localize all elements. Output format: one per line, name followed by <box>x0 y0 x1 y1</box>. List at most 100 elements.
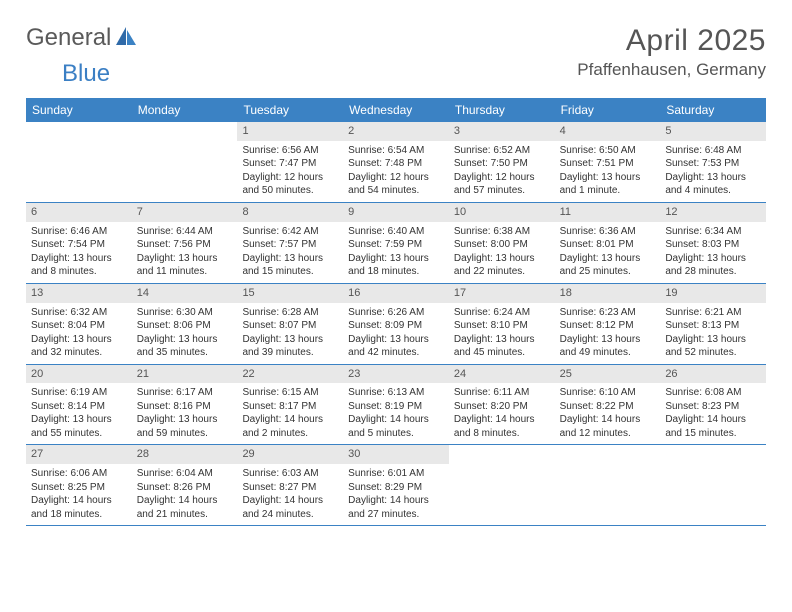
daylight-text: Daylight: 13 hours and 35 minutes. <box>137 333 233 360</box>
day-number: 2 <box>343 122 449 141</box>
day-number: 7 <box>132 203 238 222</box>
day-body: Sunrise: 6:36 AMSunset: 8:01 PMDaylight:… <box>555 222 661 283</box>
day-cell <box>449 445 555 525</box>
sunrise-text: Sunrise: 6:08 AM <box>665 386 761 400</box>
daylight-text: Daylight: 13 hours and 11 minutes. <box>137 252 233 279</box>
daylight-text: Daylight: 13 hours and 8 minutes. <box>31 252 127 279</box>
daylight-text: Daylight: 13 hours and 49 minutes. <box>560 333 656 360</box>
week-row: 13Sunrise: 6:32 AMSunset: 8:04 PMDayligh… <box>26 284 766 365</box>
sunset-text: Sunset: 8:29 PM <box>348 481 444 495</box>
logo-text-blue: Blue <box>62 60 110 88</box>
sunrise-text: Sunrise: 6:44 AM <box>137 225 233 239</box>
day-body: Sunrise: 6:23 AMSunset: 8:12 PMDaylight:… <box>555 303 661 364</box>
daylight-text: Daylight: 14 hours and 15 minutes. <box>665 413 761 440</box>
day-cell: 28Sunrise: 6:04 AMSunset: 8:26 PMDayligh… <box>132 445 238 525</box>
day-cell <box>555 445 661 525</box>
day-cell: 26Sunrise: 6:08 AMSunset: 8:23 PMDayligh… <box>660 365 766 445</box>
day-body: Sunrise: 6:52 AMSunset: 7:50 PMDaylight:… <box>449 141 555 202</box>
day-body: Sunrise: 6:56 AMSunset: 7:47 PMDaylight:… <box>237 141 343 202</box>
day-body: Sunrise: 6:42 AMSunset: 7:57 PMDaylight:… <box>237 222 343 283</box>
daylight-text: Daylight: 13 hours and 28 minutes. <box>665 252 761 279</box>
logo-sail-icon <box>115 26 137 51</box>
day-cell: 11Sunrise: 6:36 AMSunset: 8:01 PMDayligh… <box>555 203 661 283</box>
day-cell: 21Sunrise: 6:17 AMSunset: 8:16 PMDayligh… <box>132 365 238 445</box>
day-cell <box>26 122 132 202</box>
day-body: Sunrise: 6:01 AMSunset: 8:29 PMDaylight:… <box>343 464 449 525</box>
day-header-saturday: Saturday <box>660 98 766 122</box>
title-block: April 2025 Pfaffenhausen, Germany <box>577 24 766 80</box>
day-cell: 23Sunrise: 6:13 AMSunset: 8:19 PMDayligh… <box>343 365 449 445</box>
sunrise-text: Sunrise: 6:19 AM <box>31 386 127 400</box>
location-subtitle: Pfaffenhausen, Germany <box>577 60 766 80</box>
sunset-text: Sunset: 8:09 PM <box>348 319 444 333</box>
day-number: 1 <box>237 122 343 141</box>
day-number: 15 <box>237 284 343 303</box>
sunset-text: Sunset: 7:54 PM <box>31 238 127 252</box>
daylight-text: Daylight: 13 hours and 18 minutes. <box>348 252 444 279</box>
daylight-text: Daylight: 13 hours and 52 minutes. <box>665 333 761 360</box>
weeks-container: 1Sunrise: 6:56 AMSunset: 7:47 PMDaylight… <box>26 122 766 526</box>
daylight-text: Daylight: 13 hours and 25 minutes. <box>560 252 656 279</box>
sunrise-text: Sunrise: 6:26 AM <box>348 306 444 320</box>
sunrise-text: Sunrise: 6:36 AM <box>560 225 656 239</box>
day-header-wednesday: Wednesday <box>343 98 449 122</box>
day-cell: 25Sunrise: 6:10 AMSunset: 8:22 PMDayligh… <box>555 365 661 445</box>
week-row: 6Sunrise: 6:46 AMSunset: 7:54 PMDaylight… <box>26 203 766 284</box>
day-body: Sunrise: 6:38 AMSunset: 8:00 PMDaylight:… <box>449 222 555 283</box>
sunset-text: Sunset: 8:06 PM <box>137 319 233 333</box>
sunset-text: Sunset: 8:26 PM <box>137 481 233 495</box>
day-number: 29 <box>237 445 343 464</box>
day-header-sunday: Sunday <box>26 98 132 122</box>
day-cell: 14Sunrise: 6:30 AMSunset: 8:06 PMDayligh… <box>132 284 238 364</box>
day-cell: 20Sunrise: 6:19 AMSunset: 8:14 PMDayligh… <box>26 365 132 445</box>
sunrise-text: Sunrise: 6:17 AM <box>137 386 233 400</box>
day-cell: 15Sunrise: 6:28 AMSunset: 8:07 PMDayligh… <box>237 284 343 364</box>
day-number: 24 <box>449 365 555 384</box>
daylight-text: Daylight: 13 hours and 39 minutes. <box>242 333 338 360</box>
day-header-friday: Friday <box>555 98 661 122</box>
daylight-text: Daylight: 14 hours and 8 minutes. <box>454 413 550 440</box>
day-body: Sunrise: 6:06 AMSunset: 8:25 PMDaylight:… <box>26 464 132 525</box>
day-body: Sunrise: 6:17 AMSunset: 8:16 PMDaylight:… <box>132 383 238 444</box>
day-body: Sunrise: 6:32 AMSunset: 8:04 PMDaylight:… <box>26 303 132 364</box>
daylight-text: Daylight: 13 hours and 15 minutes. <box>242 252 338 279</box>
day-number: 8 <box>237 203 343 222</box>
daylight-text: Daylight: 13 hours and 1 minute. <box>560 171 656 198</box>
day-number: 19 <box>660 284 766 303</box>
day-number: 22 <box>237 365 343 384</box>
day-number: 25 <box>555 365 661 384</box>
day-body: Sunrise: 6:46 AMSunset: 7:54 PMDaylight:… <box>26 222 132 283</box>
daylight-text: Daylight: 14 hours and 12 minutes. <box>560 413 656 440</box>
daylight-text: Daylight: 14 hours and 18 minutes. <box>31 494 127 521</box>
daylight-text: Daylight: 14 hours and 27 minutes. <box>348 494 444 521</box>
sunset-text: Sunset: 7:57 PM <box>242 238 338 252</box>
page-title: April 2025 <box>577 24 766 58</box>
sunset-text: Sunset: 7:59 PM <box>348 238 444 252</box>
calendar-grid: Sunday Monday Tuesday Wednesday Thursday… <box>26 98 766 526</box>
sunrise-text: Sunrise: 6:32 AM <box>31 306 127 320</box>
day-body <box>555 464 661 471</box>
sunset-text: Sunset: 8:03 PM <box>665 238 761 252</box>
day-cell: 10Sunrise: 6:38 AMSunset: 8:00 PMDayligh… <box>449 203 555 283</box>
day-cell: 2Sunrise: 6:54 AMSunset: 7:48 PMDaylight… <box>343 122 449 202</box>
day-body: Sunrise: 6:19 AMSunset: 8:14 PMDaylight:… <box>26 383 132 444</box>
daylight-text: Daylight: 13 hours and 55 minutes. <box>31 413 127 440</box>
day-cell: 16Sunrise: 6:26 AMSunset: 8:09 PMDayligh… <box>343 284 449 364</box>
day-number: 5 <box>660 122 766 141</box>
day-number: 26 <box>660 365 766 384</box>
day-cell: 24Sunrise: 6:11 AMSunset: 8:20 PMDayligh… <box>449 365 555 445</box>
day-body: Sunrise: 6:44 AMSunset: 7:56 PMDaylight:… <box>132 222 238 283</box>
daylight-text: Daylight: 14 hours and 21 minutes. <box>137 494 233 521</box>
day-number: 21 <box>132 365 238 384</box>
daylight-text: Daylight: 13 hours and 59 minutes. <box>137 413 233 440</box>
sunset-text: Sunset: 8:20 PM <box>454 400 550 414</box>
day-cell: 17Sunrise: 6:24 AMSunset: 8:10 PMDayligh… <box>449 284 555 364</box>
sunrise-text: Sunrise: 6:13 AM <box>348 386 444 400</box>
week-row: 1Sunrise: 6:56 AMSunset: 7:47 PMDaylight… <box>26 122 766 203</box>
day-cell: 12Sunrise: 6:34 AMSunset: 8:03 PMDayligh… <box>660 203 766 283</box>
sunrise-text: Sunrise: 6:46 AM <box>31 225 127 239</box>
day-number: 17 <box>449 284 555 303</box>
sunset-text: Sunset: 7:51 PM <box>560 157 656 171</box>
sunset-text: Sunset: 8:12 PM <box>560 319 656 333</box>
day-cell: 13Sunrise: 6:32 AMSunset: 8:04 PMDayligh… <box>26 284 132 364</box>
